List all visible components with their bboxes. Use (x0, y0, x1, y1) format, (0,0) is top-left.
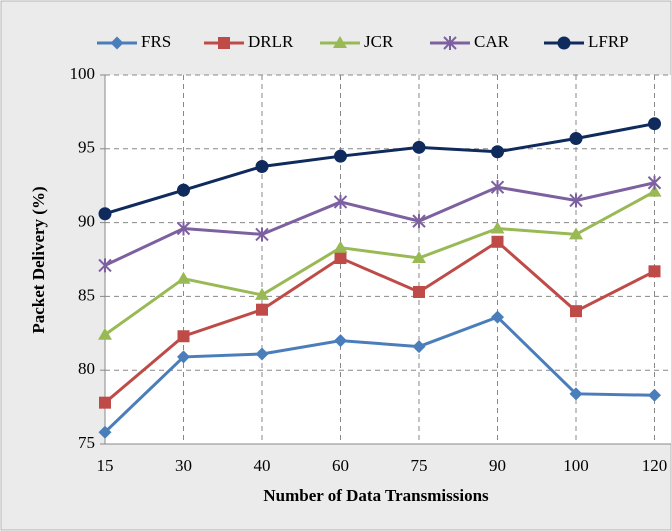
data-point (412, 140, 426, 154)
series-line (104, 122, 655, 216)
data-point (98, 425, 112, 439)
legend-label: LFRP (588, 32, 629, 51)
data-point (176, 271, 191, 284)
data-point (412, 340, 426, 354)
x-tick-label: 30 (175, 456, 192, 475)
data-point (569, 193, 583, 208)
series-line (104, 239, 656, 404)
legend-label: FRS (141, 32, 171, 51)
data-point (570, 305, 582, 318)
legend-label: JCR (364, 32, 394, 51)
x-tick-label: 90 (489, 456, 506, 475)
data-point (98, 207, 112, 221)
data-point (177, 350, 190, 364)
legend-marker (333, 36, 347, 48)
data-point (99, 396, 111, 409)
data-point (648, 117, 661, 131)
legend-label: DRLR (248, 32, 294, 51)
data-point (412, 214, 426, 229)
data-point (491, 235, 504, 248)
y-axis-title: Packet Delivery (%) (29, 186, 48, 333)
data-point (569, 131, 583, 145)
data-point (255, 287, 269, 300)
x-tick-label: 60 (332, 456, 349, 475)
y-tick-label: 95 (78, 138, 95, 157)
data-point (490, 180, 505, 195)
x-tick-label: 75 (411, 456, 428, 475)
x-tick-label: 15 (97, 456, 114, 475)
data-point (334, 334, 347, 348)
data-point (647, 184, 662, 197)
data-point (648, 388, 661, 402)
x-tick-label: 40 (254, 456, 271, 475)
data-point (334, 252, 347, 265)
y-tick-label: 85 (78, 285, 95, 304)
x-tick-label: 100 (563, 456, 589, 475)
data-point (176, 221, 191, 236)
legend-label: CAR (474, 32, 510, 51)
data-point (413, 285, 425, 298)
series-line (104, 181, 655, 267)
legend-marker (557, 36, 571, 50)
legend-marker (110, 36, 124, 50)
y-tick-label: 80 (78, 359, 95, 378)
data-point (491, 310, 504, 324)
data-point (98, 327, 112, 340)
x-axis-title: Number of Data Transmissions (263, 486, 489, 505)
data-point (491, 145, 504, 159)
data-point (334, 149, 347, 163)
data-point (177, 183, 190, 197)
data-point (177, 330, 190, 343)
y-tick-label: 100 (70, 64, 96, 83)
data-point (412, 251, 426, 264)
data-point (255, 227, 269, 242)
data-point (255, 160, 269, 174)
plot-area (105, 75, 671, 444)
x-tick-label: 120 (642, 456, 668, 475)
series-line (104, 190, 656, 336)
legend-marker (443, 36, 457, 50)
data-point (648, 265, 661, 278)
y-tick-label: 90 (78, 212, 95, 231)
data-point (98, 258, 112, 273)
legend-marker (218, 37, 230, 49)
data-point (256, 303, 268, 316)
series-line (103, 315, 655, 434)
data-point (333, 240, 348, 253)
data-point (490, 221, 505, 234)
y-tick-label: 75 (78, 433, 95, 452)
data-point (569, 387, 583, 401)
data-point (255, 347, 269, 361)
data-point (569, 227, 583, 240)
data-point (647, 175, 662, 190)
data-point (333, 194, 348, 209)
